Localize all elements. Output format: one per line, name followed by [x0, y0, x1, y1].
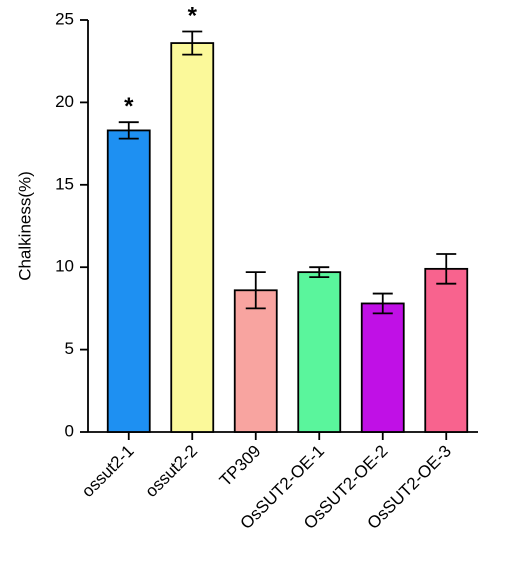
y-axis-label: Chalkiness(%) — [15, 171, 34, 281]
y-tick-label: 20 — [55, 92, 74, 111]
bar — [360, 302, 405, 433]
bar — [233, 289, 278, 433]
y-tick-label: 25 — [55, 9, 74, 28]
bar — [106, 129, 151, 433]
bar — [297, 271, 342, 433]
y-tick-label: 15 — [55, 174, 74, 193]
y-tick-label: 0 — [65, 421, 74, 440]
significance-mark: * — [188, 3, 198, 30]
x-tick-label: ossut2-2 — [142, 441, 202, 501]
significance-mark: * — [124, 93, 134, 120]
y-tick-label: 5 — [65, 339, 74, 358]
bar — [424, 267, 469, 433]
x-tick-label: ossut2-1 — [78, 441, 138, 501]
x-tick-label: TP309 — [216, 441, 265, 490]
y-tick-label: 10 — [55, 257, 74, 276]
bar — [170, 42, 215, 433]
